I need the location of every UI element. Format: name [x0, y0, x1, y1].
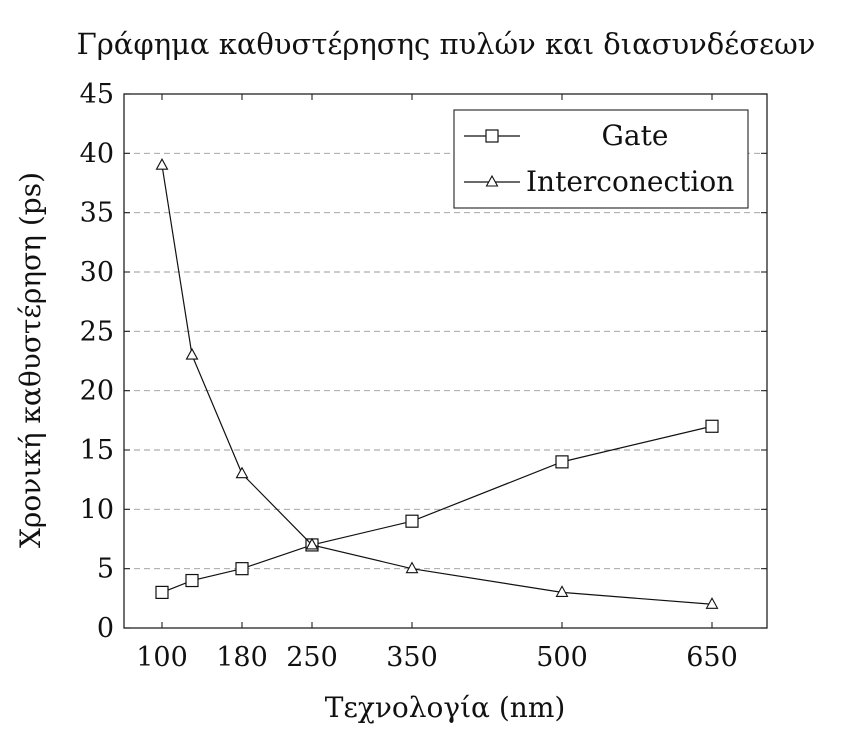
data-point-triangle: [155, 158, 169, 170]
data-point-square: [405, 514, 419, 528]
chart-title: Γράφημα καθυστέρησης πυλών και διασυνδέσ…: [77, 27, 816, 61]
legend-entry: Gate: [464, 119, 668, 152]
x-tick-label: 180: [216, 642, 268, 673]
y-tick-label: 5: [97, 554, 114, 585]
y-axis-label: Χρονική καθυστέρηση (ps): [14, 172, 47, 548]
data-point-square: [235, 562, 249, 576]
data-point-triangle: [305, 537, 319, 550]
data-point-square: [155, 585, 169, 600]
legend-box: [453, 109, 749, 209]
data-series: [155, 158, 719, 609]
y-tick-label: 40: [80, 138, 114, 169]
y-tick-label: 25: [80, 316, 114, 347]
y-tick-label: 35: [80, 198, 114, 229]
x-tick-label: 650: [686, 642, 738, 673]
y-tick-label: 45: [80, 79, 114, 110]
y-tick-label: 15: [80, 435, 114, 466]
data-point-triangle: [555, 585, 569, 597]
plot-area-frame: [123, 93, 768, 629]
y-tick-label: 0: [97, 613, 114, 644]
y-tick-label: 20: [80, 376, 114, 407]
data-point-square: [185, 573, 199, 588]
y-tick-label: 10: [80, 494, 114, 525]
legend-label: Gate: [602, 119, 669, 152]
y-tick-label: 30: [80, 257, 114, 288]
data-point-triangle: [185, 347, 199, 360]
x-tick-label: 350: [386, 642, 438, 673]
legend-marker-square: [485, 129, 499, 143]
data-point-square: [555, 455, 569, 469]
series-triangle: [155, 158, 719, 609]
x-axis-ticks: 100 180 250 350 500 650: [136, 94, 738, 673]
grid-lines: [124, 152, 767, 570]
x-tick-label: 250: [286, 642, 338, 673]
legend: Gate Interconection: [453, 109, 749, 209]
x-axis-label: Τεχνολογία (nm): [325, 691, 566, 724]
x-tick-label: 500: [536, 642, 588, 673]
series-line: [161, 165, 713, 605]
data-point-square: [705, 419, 719, 433]
legend-marker-triangle: [485, 174, 499, 187]
data-point-triangle: [235, 466, 249, 479]
legend-entry: Interconection: [464, 165, 734, 198]
y-axis-ticks: 0 5 10 15 20 25 30 35 40 45: [80, 79, 767, 644]
x-tick-label: 100: [136, 642, 188, 673]
data-point-triangle: [705, 597, 719, 609]
legend-label: Interconection: [526, 165, 734, 198]
data-point-triangle: [405, 561, 419, 574]
